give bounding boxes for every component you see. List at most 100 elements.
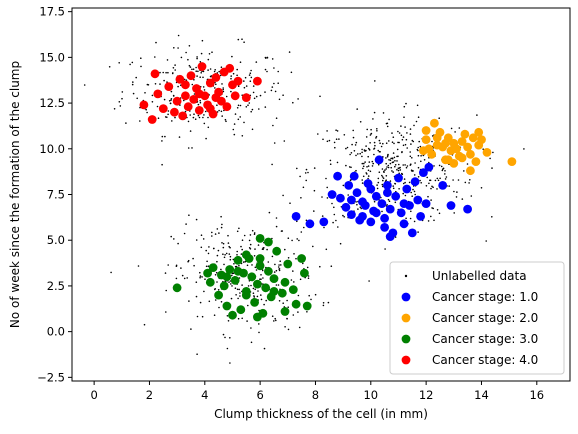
unlabelled-point xyxy=(202,116,204,119)
stage-point-3 xyxy=(208,263,218,272)
stage-point-3 xyxy=(297,254,306,263)
unlabelled-point xyxy=(406,147,409,149)
unlabelled-point xyxy=(417,116,420,118)
unlabelled-point xyxy=(248,102,251,104)
unlabelled-point xyxy=(417,154,420,157)
unlabelled-point xyxy=(297,311,299,313)
unlabelled-point xyxy=(170,98,173,100)
unlabelled-point xyxy=(258,108,260,110)
unlabelled-point xyxy=(307,277,310,280)
unlabelled-point xyxy=(398,188,400,190)
stage-point-3 xyxy=(236,305,246,315)
unlabelled-point xyxy=(406,165,409,167)
stage-point-3 xyxy=(233,255,243,265)
unlabelled-point xyxy=(385,168,388,170)
unlabelled-point xyxy=(241,239,244,241)
unlabelled-point xyxy=(248,239,251,242)
unlabelled-point xyxy=(321,215,324,217)
unlabelled-point xyxy=(278,269,281,272)
unlabelled-point xyxy=(300,231,303,233)
unlabelled-point xyxy=(184,110,187,113)
unlabelled-point xyxy=(333,213,336,216)
unlabelled-point xyxy=(118,62,120,64)
unlabelled-point xyxy=(283,140,286,142)
unlabelled-point xyxy=(214,299,217,301)
unlabelled-point xyxy=(131,61,134,64)
stage-point-2 xyxy=(443,155,453,165)
stage-point-2 xyxy=(452,144,461,154)
unlabelled-point xyxy=(189,114,191,116)
unlabelled-point xyxy=(237,297,239,300)
unlabelled-point xyxy=(183,99,185,102)
unlabelled-point xyxy=(296,167,298,170)
unlabelled-point xyxy=(386,155,389,158)
unlabelled-point xyxy=(401,172,403,175)
unlabelled-point xyxy=(322,138,324,141)
unlabelled-point xyxy=(338,138,340,140)
stage-point-3 xyxy=(261,283,271,293)
unlabelled-point xyxy=(229,255,232,258)
unlabelled-point xyxy=(430,199,432,201)
unlabelled-point xyxy=(201,39,204,42)
stage-point-1 xyxy=(446,201,456,210)
unlabelled-point xyxy=(263,303,265,306)
unlabelled-point xyxy=(207,58,210,61)
unlabelled-point xyxy=(412,188,414,191)
legend-label: Cancer stage: 2.0 xyxy=(432,311,538,325)
unlabelled-point xyxy=(367,165,370,167)
unlabelled-point xyxy=(450,127,453,130)
stage-point-1 xyxy=(391,191,401,201)
unlabelled-point xyxy=(333,141,336,144)
unlabelled-point xyxy=(200,72,202,74)
unlabelled-point xyxy=(335,219,337,222)
stage-point-1 xyxy=(319,217,329,227)
unlabelled-point xyxy=(325,248,328,251)
unlabelled-point xyxy=(392,187,395,190)
unlabelled-point xyxy=(108,66,111,68)
stage-point-1 xyxy=(416,212,425,221)
unlabelled-point xyxy=(174,116,176,119)
unlabelled-point xyxy=(436,209,439,211)
unlabelled-point xyxy=(243,80,245,82)
unlabelled-point xyxy=(302,186,305,189)
unlabelled-point xyxy=(491,216,493,218)
unlabelled-point xyxy=(259,94,262,97)
unlabelled-point xyxy=(228,253,231,255)
stage-point-4 xyxy=(253,76,262,86)
x-tick-label: 10 xyxy=(363,388,378,402)
stage-point-1 xyxy=(380,223,389,232)
unlabelled-point xyxy=(302,262,304,265)
unlabelled-point xyxy=(164,135,166,138)
x-tick-label: 12 xyxy=(419,388,434,402)
unlabelled-point xyxy=(177,34,180,37)
unlabelled-point xyxy=(273,271,276,273)
unlabelled-point xyxy=(202,76,204,79)
unlabelled-point xyxy=(403,178,406,180)
unlabelled-point xyxy=(299,278,302,281)
unlabelled-point xyxy=(273,320,275,322)
unlabelled-point xyxy=(373,200,376,203)
unlabelled-point xyxy=(333,206,335,209)
unlabelled-point xyxy=(384,248,386,250)
unlabelled-point xyxy=(224,336,226,339)
unlabelled-point xyxy=(273,82,275,85)
stage-point-4 xyxy=(230,91,240,101)
unlabelled-point xyxy=(523,148,525,150)
stage-point-1 xyxy=(407,228,417,238)
stage-point-3 xyxy=(302,301,312,311)
unlabelled-point xyxy=(197,70,199,73)
unlabelled-point xyxy=(236,74,238,77)
unlabelled-point xyxy=(373,148,375,150)
unlabelled-point xyxy=(378,171,381,173)
unlabelled-point xyxy=(414,193,417,196)
unlabelled-point xyxy=(385,175,388,177)
unlabelled-point xyxy=(389,180,392,182)
unlabelled-point xyxy=(244,260,247,263)
unlabelled-point xyxy=(230,283,232,285)
unlabelled-point xyxy=(180,56,183,59)
unlabelled-point xyxy=(165,311,167,313)
unlabelled-point xyxy=(287,237,290,239)
unlabelled-point xyxy=(167,110,170,112)
unlabelled-point xyxy=(470,195,473,197)
unlabelled-point xyxy=(271,86,274,88)
